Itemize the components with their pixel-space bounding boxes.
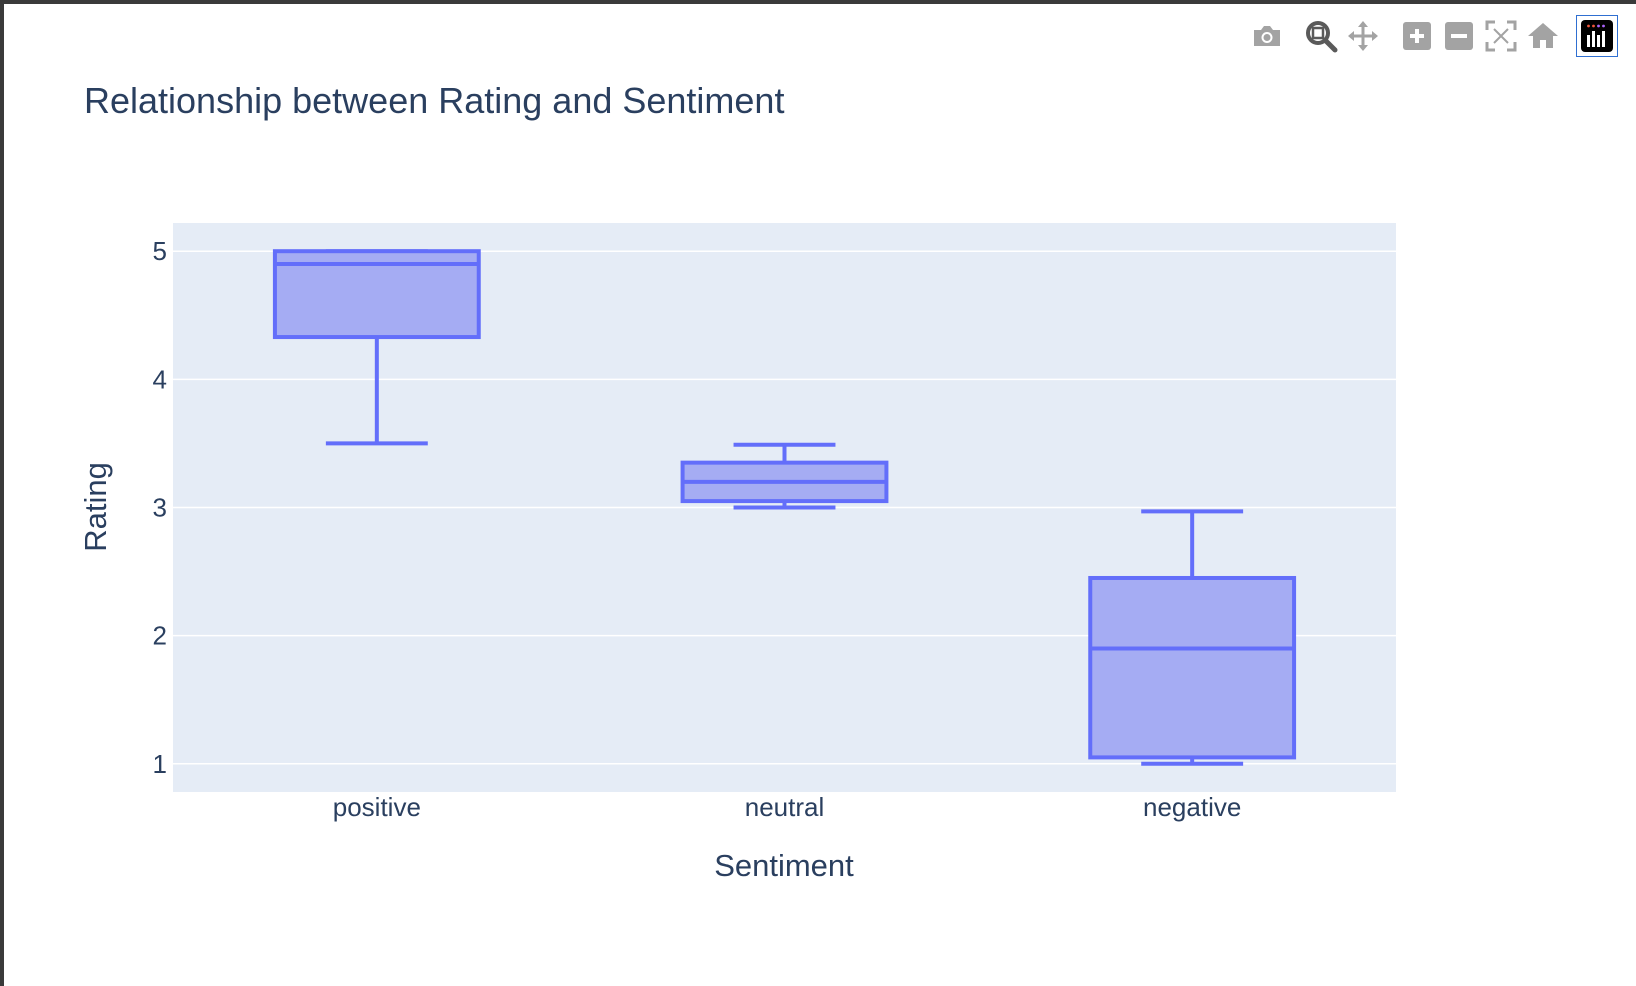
x-tick-label: positive <box>333 792 421 822</box>
box-positive[interactable] <box>272 249 481 446</box>
y-axis-ticks: 1 2 3 4 5 <box>153 236 167 779</box>
y-tick-label: 4 <box>153 364 167 394</box>
reset-axes-button[interactable] <box>1522 15 1564 57</box>
y-tick-label: 5 <box>153 236 167 266</box>
pan-button[interactable] <box>1342 15 1384 57</box>
y-axis-title: Rating <box>78 462 113 552</box>
autoscale-button[interactable] <box>1480 15 1522 57</box>
zoom-out-icon <box>1445 22 1473 50</box>
home-icon <box>1528 23 1558 48</box>
x-tick-label: neutral <box>745 792 825 822</box>
zoom-in-icon <box>1403 22 1431 50</box>
zoom-in-button[interactable] <box>1396 15 1438 57</box>
x-tick-label: negative <box>1143 792 1241 822</box>
y-tick-label: 1 <box>153 749 167 779</box>
box-series <box>272 249 1297 766</box>
camera-button[interactable] <box>1246 15 1288 57</box>
box-body <box>1088 575 1297 760</box>
plotly-logo-button[interactable] <box>1576 15 1618 57</box>
x-axis-ticks: positive neutral negative <box>333 792 1242 822</box>
zoom-icon <box>1306 21 1338 53</box>
pan-icon <box>1348 21 1378 51</box>
camera-icon <box>1254 26 1280 46</box>
plotly-logo-icon <box>1581 20 1613 52</box>
chart-frame: Relationship between Rating and Sentimen… <box>4 4 1636 986</box>
zoom-button[interactable] <box>1300 15 1342 57</box>
zoom-out-button[interactable] <box>1438 15 1480 57</box>
y-tick-label: 2 <box>153 621 167 651</box>
y-tick-label: 3 <box>153 493 167 523</box>
modebar <box>1246 14 1618 58</box>
box-plot-chart: Relationship between Rating and Sentimen… <box>78 80 1396 883</box>
autoscale-icon <box>1485 20 1517 52</box>
chart-title: Relationship between Rating and Sentimen… <box>84 80 784 121</box>
box-negative[interactable] <box>1088 509 1297 766</box>
x-axis-title: Sentiment <box>714 848 854 883</box>
box-neutral[interactable] <box>680 442 889 510</box>
